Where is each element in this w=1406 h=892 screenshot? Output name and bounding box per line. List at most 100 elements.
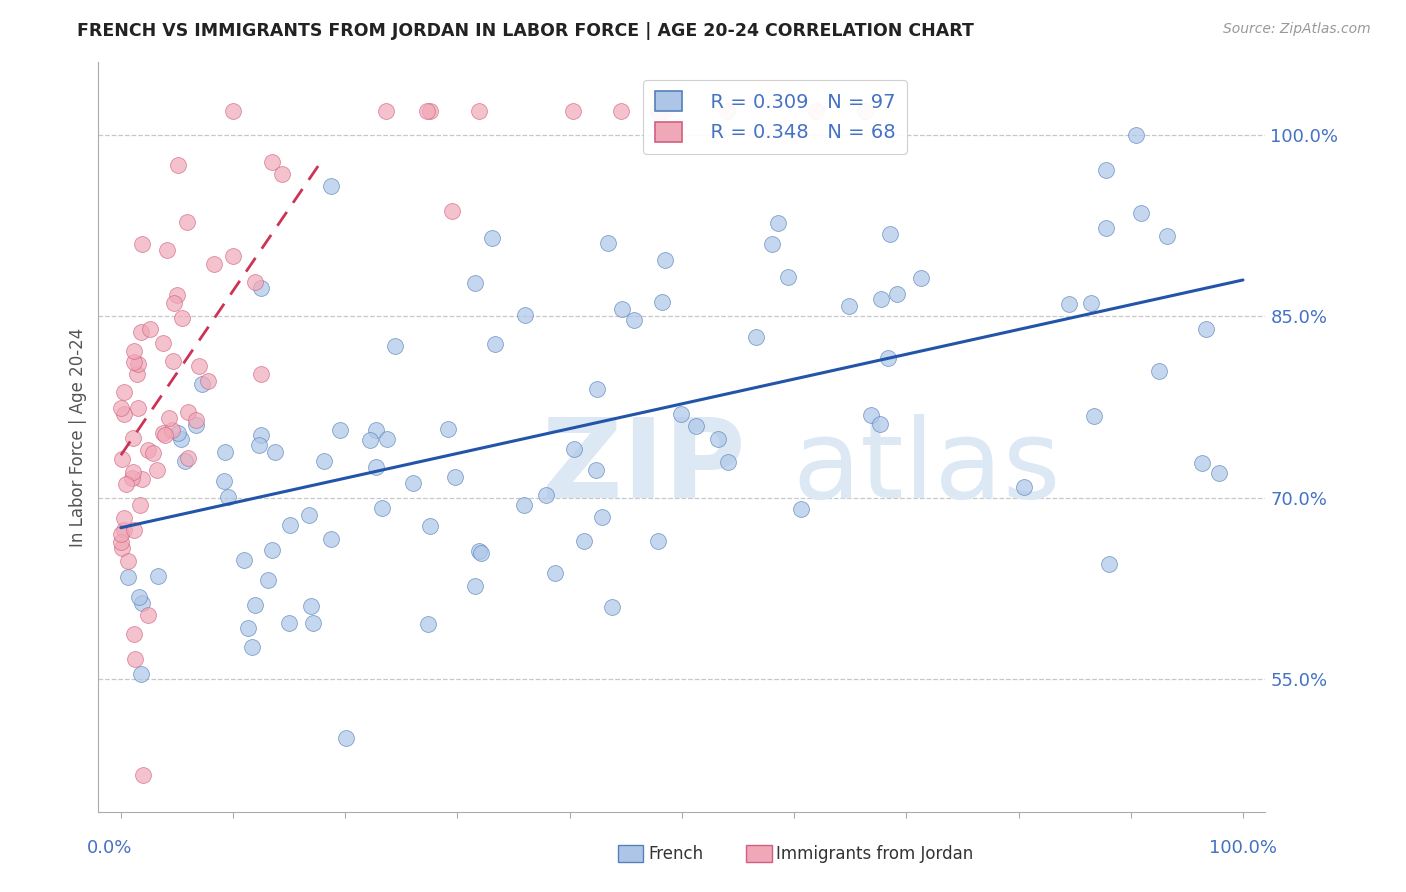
Point — [436, 422, 458, 436]
Point — [470, 546, 492, 560]
Point — [375, 103, 398, 118]
Point — [111, 451, 134, 466]
Point — [122, 626, 145, 640]
Point — [870, 292, 893, 306]
Point — [162, 353, 184, 368]
Point — [623, 313, 645, 327]
Point — [790, 501, 813, 516]
Point — [1191, 456, 1213, 470]
Point — [359, 434, 381, 448]
Point — [110, 527, 132, 541]
Point — [128, 590, 150, 604]
Point — [262, 155, 284, 169]
Text: Source: ZipAtlas.com: Source: ZipAtlas.com — [1223, 22, 1371, 37]
Point — [1095, 220, 1118, 235]
Point — [156, 243, 179, 257]
Point — [562, 442, 585, 457]
Point — [869, 417, 891, 431]
Point — [112, 511, 135, 525]
Point — [329, 423, 352, 437]
Point — [127, 401, 149, 416]
Point — [838, 299, 860, 313]
Point — [467, 103, 489, 118]
Point — [647, 533, 669, 548]
Point — [142, 446, 165, 460]
Point — [585, 463, 607, 477]
Point — [591, 509, 613, 524]
Point — [609, 103, 631, 118]
Point — [152, 336, 174, 351]
Point — [190, 377, 212, 392]
Point — [110, 535, 132, 549]
Point — [271, 167, 294, 181]
Point — [513, 499, 536, 513]
Point — [707, 432, 730, 446]
Point — [1095, 163, 1118, 178]
Point — [654, 103, 676, 118]
Point — [278, 518, 301, 533]
Point — [596, 235, 619, 250]
Point — [114, 477, 136, 491]
Text: 100.0%: 100.0% — [1209, 839, 1277, 857]
Point — [131, 471, 153, 485]
Point — [860, 408, 883, 422]
Point — [654, 252, 676, 267]
Point — [335, 731, 357, 746]
Point — [172, 310, 194, 325]
Point — [464, 579, 486, 593]
Point — [1195, 322, 1218, 336]
Point — [155, 428, 177, 442]
Point — [441, 204, 464, 219]
Point — [377, 432, 399, 446]
Point — [260, 542, 283, 557]
Point — [1097, 558, 1119, 572]
Point — [243, 275, 266, 289]
Legend:   R = 0.309   N = 97,   R = 0.348   N = 68: R = 0.309 N = 97, R = 0.348 N = 68 — [644, 79, 907, 153]
Point — [111, 541, 134, 556]
Text: Immigrants from Jordan: Immigrants from Jordan — [776, 845, 974, 863]
Point — [444, 470, 467, 484]
Point — [513, 308, 536, 322]
Point — [112, 408, 135, 422]
Point — [481, 231, 503, 245]
Point — [177, 450, 200, 465]
Point — [402, 475, 425, 490]
Point — [240, 640, 263, 655]
Point — [131, 237, 153, 252]
Point — [669, 407, 692, 421]
Point — [160, 423, 183, 437]
Point — [122, 465, 145, 479]
Point — [122, 355, 145, 369]
Point — [312, 454, 335, 468]
Point — [110, 401, 132, 415]
Point — [278, 615, 301, 630]
Point — [534, 488, 557, 502]
Point — [419, 519, 441, 533]
Point — [222, 103, 245, 118]
Point — [112, 385, 135, 400]
Point — [167, 425, 190, 440]
Point — [761, 236, 783, 251]
Point — [236, 621, 259, 635]
Point — [1208, 466, 1230, 480]
Point — [121, 471, 143, 485]
Point — [167, 158, 190, 172]
Text: French: French — [648, 845, 703, 863]
Point — [299, 599, 322, 613]
Point — [184, 413, 207, 427]
Point — [117, 553, 139, 567]
Point — [136, 442, 159, 457]
Point — [319, 179, 342, 194]
Text: atlas: atlas — [793, 414, 1062, 521]
Point — [163, 296, 186, 310]
Point — [129, 667, 152, 681]
Point — [174, 454, 197, 468]
Point — [1156, 229, 1178, 244]
Text: FRENCH VS IMMIGRANTS FROM JORDAN IN LABOR FORCE | AGE 20-24 CORRELATION CHART: FRENCH VS IMMIGRANTS FROM JORDAN IN LABO… — [77, 22, 974, 40]
Point — [127, 357, 149, 371]
Point — [138, 608, 160, 623]
Point — [717, 455, 740, 469]
Point — [1057, 297, 1080, 311]
Point — [217, 491, 239, 505]
Point — [125, 367, 148, 381]
